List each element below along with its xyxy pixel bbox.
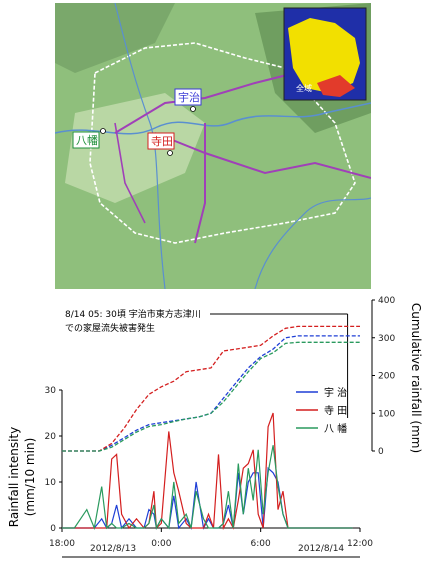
map-river-2 — [114, 3, 166, 289]
map-district-border — [89, 42, 356, 244]
svg-text:八幡: 八幡 — [76, 133, 98, 147]
station-marker-yawata — [100, 128, 106, 134]
map-road-1 — [114, 72, 296, 134]
left-tick-label: 30 — [45, 386, 57, 396]
inset-label: 全域 — [296, 83, 312, 93]
chart-plot — [62, 325, 360, 531]
legend-label: 寺 田 — [324, 405, 347, 417]
right-tick-label: 100 — [378, 409, 395, 419]
left-axis-label-line1: Rainfall intensity — [7, 427, 21, 527]
right-axis-label: Cumulative rainfall (mm) — [409, 303, 423, 453]
series-intensity-line — [62, 412, 353, 531]
map-hills-1 — [55, 3, 175, 73]
city-label-uji: 宇治 — [174, 88, 202, 106]
series-cumulative-line — [62, 335, 360, 452]
svg-text:宇治: 宇治 — [178, 90, 200, 104]
x-tick-label: 0:00 — [151, 539, 171, 549]
area-map: 全域 宇治 寺田 八幡 — [55, 3, 371, 289]
city-label-yawata: 八幡 — [72, 131, 100, 149]
right-tick-label: 400 — [378, 296, 395, 306]
map-river-main — [55, 102, 371, 135]
station-marker-uji — [190, 106, 196, 112]
left-tick-label: 10 — [45, 478, 57, 488]
right-tick-label: 200 — [378, 372, 395, 382]
map-river-3 — [254, 197, 371, 289]
x-tick-label: 6:00 — [251, 539, 271, 549]
series-cumulative-line — [62, 341, 360, 452]
series-intensity-line — [62, 445, 353, 531]
legend: 宇 治寺 田八 幡 — [296, 386, 347, 435]
map-road-4 — [114, 122, 146, 224]
map-road-2 — [154, 132, 371, 179]
x-tick-label: 18:00 — [49, 539, 75, 549]
left-tick-label: 0 — [50, 524, 56, 534]
svg-text:寺田: 寺田 — [151, 135, 173, 148]
left-axis-label-line2: (mm/10 min) — [23, 438, 37, 517]
legend-label: 宇 治 — [324, 386, 347, 399]
left-tick-label: 20 — [45, 432, 57, 442]
right-tick-label: 0 — [378, 447, 384, 457]
city-label-terada: 寺田 — [147, 132, 175, 150]
map-lowland — [65, 93, 205, 203]
date-label-0814: 2012/8/14 — [298, 544, 344, 554]
inset-map: 全域 — [283, 7, 367, 101]
station-marker-terada — [167, 150, 173, 156]
series-cumulative-line — [62, 325, 360, 452]
annotation-line1: 8/14 05: 30頃 宇治市東方志津川 — [65, 308, 201, 320]
annotation-line2: での家屋流失被害発生 — [65, 322, 155, 334]
legend-label: 八 幡 — [324, 422, 347, 435]
map-road-3 — [194, 123, 206, 244]
date-label-0813: 2012/8/13 — [90, 544, 136, 554]
right-tick-label: 300 — [378, 334, 395, 344]
x-tick-label: 12:00 — [347, 539, 373, 549]
